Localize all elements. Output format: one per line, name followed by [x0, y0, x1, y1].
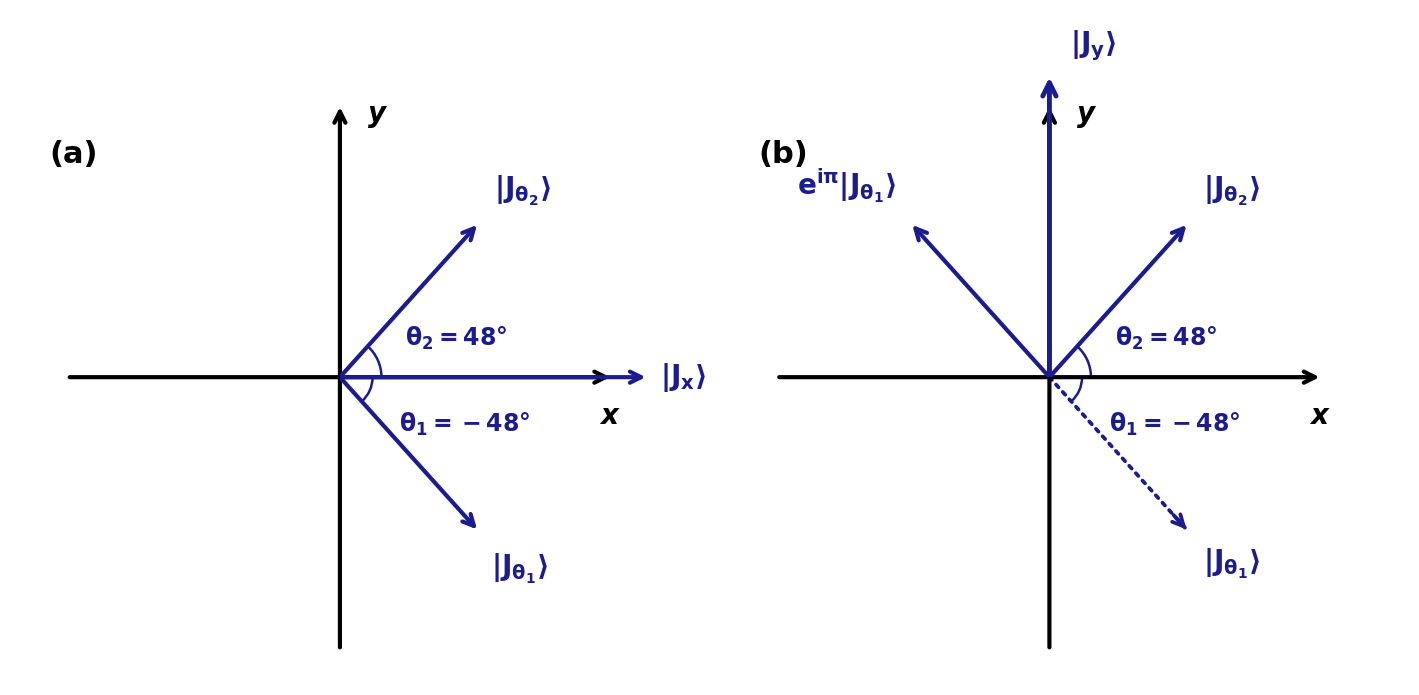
Text: $\mathbf{\theta_2=48°}$: $\mathbf{\theta_2=48°}$: [1115, 325, 1218, 352]
Text: $\mathbf{e^{i\pi}|J_{\theta_1}\rangle}$: $\mathbf{e^{i\pi}|J_{\theta_1}\rangle}$: [797, 166, 895, 205]
Text: $\bfit{x}$: $\bfit{x}$: [1308, 402, 1330, 430]
Text: $\bfit{y}$: $\bfit{y}$: [1076, 102, 1097, 130]
Text: (b): (b): [759, 140, 809, 169]
Text: $\mathbf{|J_{\theta_2}\rangle}$: $\mathbf{|J_{\theta_2}\rangle}$: [1203, 174, 1260, 208]
Text: $\mathbf{|J_x\rangle}$: $\mathbf{|J_x\rangle}$: [660, 361, 707, 393]
Text: $\mathbf{|J_{\theta_2}\rangle}$: $\mathbf{|J_{\theta_2}\rangle}$: [494, 174, 551, 208]
Text: $\mathbf{|J_{\theta_1}\rangle}$: $\mathbf{|J_{\theta_1}\rangle}$: [1203, 546, 1260, 580]
Text: $\bfit{x}$: $\bfit{x}$: [599, 402, 620, 430]
Text: $\mathbf{|J_{\theta_1}\rangle}$: $\mathbf{|J_{\theta_1}\rangle}$: [491, 553, 548, 587]
Text: $\mathbf{\theta_1=-48°}$: $\mathbf{\theta_1=-48°}$: [1108, 411, 1240, 439]
Text: $\mathbf{\theta_2=48°}$: $\mathbf{\theta_2=48°}$: [406, 325, 508, 352]
Text: (a): (a): [50, 140, 98, 169]
Text: $\bfit{y}$: $\bfit{y}$: [366, 102, 387, 130]
Text: $\mathbf{\theta_1=-48°}$: $\mathbf{\theta_1=-48°}$: [399, 411, 531, 439]
Text: $\mathbf{|J_y\rangle}$: $\mathbf{|J_y\rangle}$: [1070, 28, 1117, 63]
